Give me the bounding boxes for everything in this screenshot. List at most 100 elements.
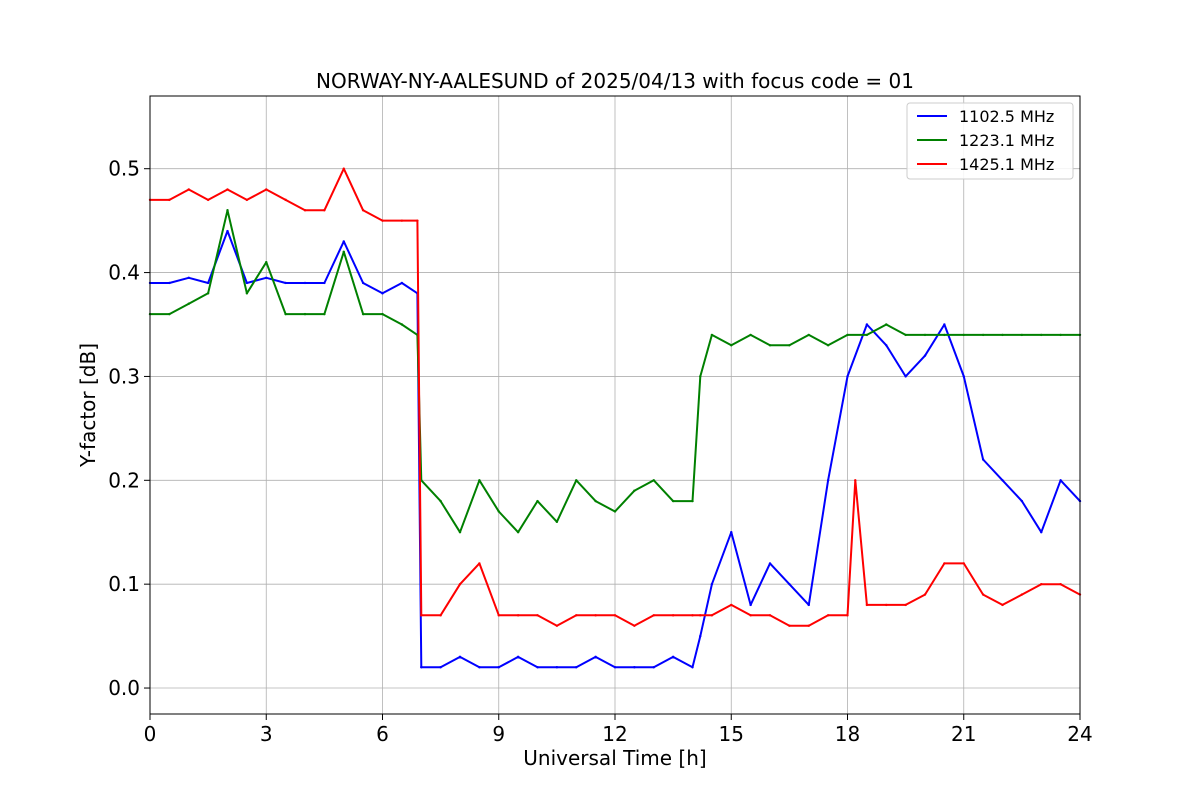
y-tick-label: 0.2 [108, 468, 140, 492]
data-point [555, 666, 559, 669]
data-point [1040, 333, 1043, 337]
data-point [245, 292, 249, 295]
data-point [284, 312, 287, 316]
data-point [1040, 582, 1043, 586]
data-point [671, 655, 675, 659]
data-point [613, 666, 617, 669]
data-point [633, 624, 636, 627]
data-point [749, 614, 752, 617]
y-axis-label: Y-factor [dB] [76, 343, 100, 468]
data-point [168, 281, 171, 285]
data-point [981, 333, 985, 337]
data-point [854, 479, 857, 482]
data-point [226, 209, 229, 212]
x-tick-label: 12 [602, 722, 627, 746]
data-point [265, 188, 268, 191]
data-point [400, 281, 404, 285]
data-point [1020, 499, 1024, 503]
data-point [265, 260, 268, 264]
data-point [962, 562, 965, 565]
data-point [187, 302, 190, 305]
data-point [416, 219, 419, 222]
data-point [381, 292, 384, 295]
data-point [478, 479, 481, 482]
data-point [826, 614, 830, 617]
legend-label-1223-1: 1223.1 MHz [959, 131, 1054, 150]
data-point [923, 354, 927, 357]
y-tick-label: 0.0 [108, 676, 140, 700]
data-point [1001, 333, 1004, 337]
data-point [516, 655, 520, 659]
data-point [885, 603, 888, 607]
data-point [943, 562, 946, 565]
data-point [420, 666, 423, 669]
data-point [478, 562, 481, 565]
data-point [671, 614, 675, 617]
data-point [361, 312, 365, 316]
data-point [497, 510, 500, 513]
y-axis: 0.0 0.1 0.2 0.3 0.4 0.5 [108, 157, 150, 700]
data-point [478, 666, 481, 669]
data-point [342, 240, 345, 243]
x-axis: 0 3 6 9 12 15 18 21 24 [144, 714, 1093, 746]
data-point [323, 209, 326, 212]
data-point [1059, 333, 1062, 337]
data-point [284, 281, 287, 285]
data-point [613, 614, 617, 617]
x-tick-label: 24 [1067, 722, 1092, 746]
data-point [536, 666, 539, 669]
data-point [730, 603, 733, 607]
data-point [923, 333, 927, 337]
data-point [245, 198, 249, 202]
data-point [633, 489, 636, 492]
data-point [555, 520, 559, 524]
data-point [1001, 479, 1004, 482]
data-point [710, 582, 714, 586]
data-point [1020, 333, 1024, 337]
data-point [381, 219, 384, 222]
data-point [633, 666, 636, 669]
data-point [226, 229, 229, 233]
data-point [904, 333, 907, 337]
data-point [981, 593, 985, 596]
data-point [788, 624, 791, 627]
data-point [749, 333, 752, 337]
data-point [245, 281, 249, 285]
x-tick-label: 21 [951, 722, 976, 746]
data-point [943, 333, 946, 337]
data-point [943, 323, 946, 326]
data-point [730, 531, 733, 534]
data-point [768, 562, 772, 565]
data-point [904, 603, 907, 607]
data-point [361, 209, 365, 212]
x-axis-label: Universal Time [h] [523, 746, 706, 770]
y-tick-label: 0.4 [108, 261, 140, 285]
data-point [265, 276, 268, 279]
y-tick-label: 0.3 [108, 364, 140, 388]
data-point [303, 209, 307, 212]
data-point [323, 281, 326, 285]
data-point [691, 614, 694, 617]
data-point [575, 666, 578, 669]
series-1223-1-mhz [148, 209, 1082, 534]
data-point [284, 198, 287, 202]
data-point [226, 188, 229, 191]
data-point [594, 614, 597, 617]
data-point [168, 312, 171, 316]
data-point [807, 603, 810, 607]
data-point [846, 375, 849, 378]
data-point [516, 531, 520, 534]
data-point [904, 375, 907, 378]
data-point [206, 292, 210, 295]
data-point [962, 333, 965, 337]
data-point [458, 582, 462, 586]
data-point [699, 614, 702, 617]
data-point [206, 281, 210, 285]
data-point [187, 188, 190, 191]
data-point [1040, 531, 1043, 534]
data-point [865, 333, 869, 337]
data-point [555, 624, 559, 627]
x-tick-label: 3 [260, 722, 273, 746]
data-point [575, 479, 578, 482]
